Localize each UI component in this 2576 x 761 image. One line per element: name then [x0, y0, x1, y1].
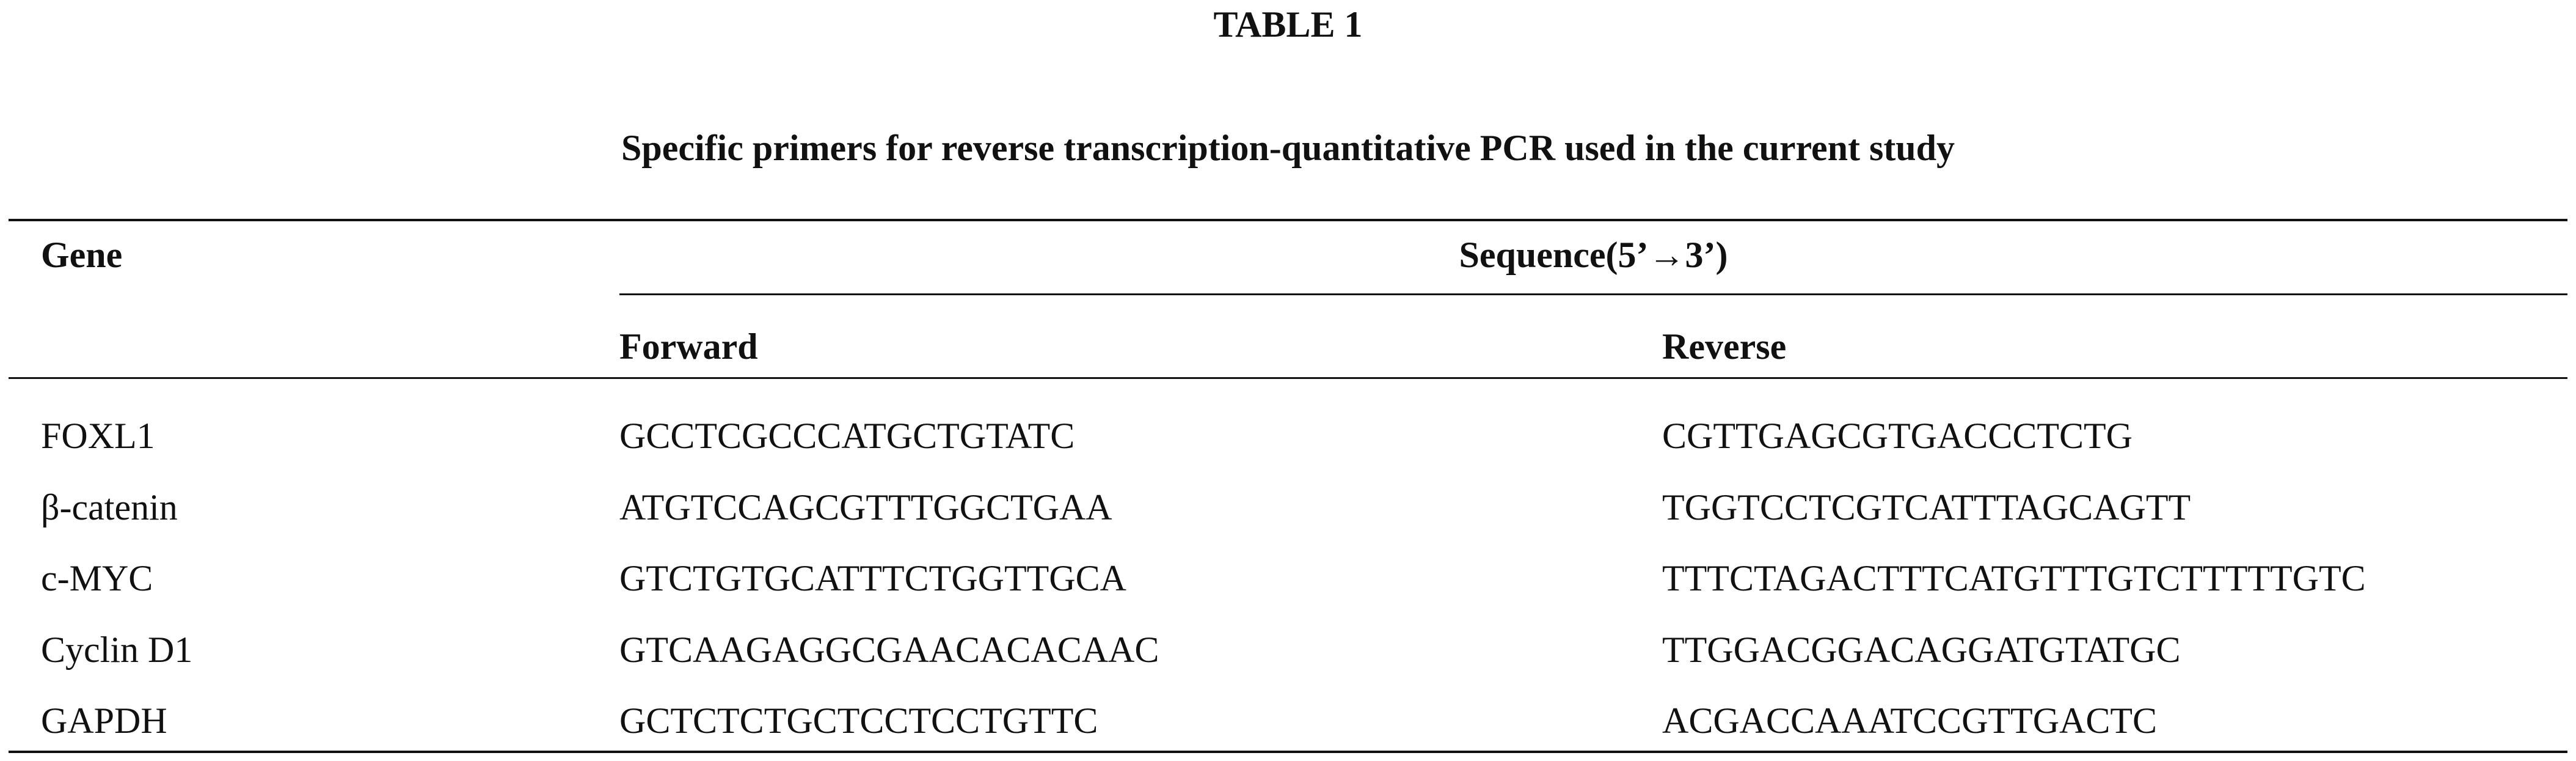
forward-cell: GCTCTCTGCTCCTCCTGTTC — [619, 700, 1098, 741]
sequence-rule — [619, 293, 2567, 295]
forward-cell: ATGTCCAGCGTTTGGCTGAA — [619, 487, 1112, 528]
table-title: TABLE 1 — [1213, 4, 1363, 45]
gene-cell: FOXL1 — [41, 416, 155, 456]
table-caption: Specific primers for reverse transcripti… — [621, 128, 1955, 168]
gene-cell: Cyclin D1 — [41, 629, 193, 670]
reverse-header: Reverse — [1662, 326, 1787, 367]
bottom-rule — [9, 751, 2567, 753]
reverse-cell: TGGTCCTCGTCATTTAGCAGTT — [1662, 487, 2191, 528]
forward-cell: GCCTCGCCCATGCTGTATC — [619, 416, 1075, 456]
gene-header: Gene — [41, 235, 123, 275]
forward-cell: GTCTGTGCATTTCTGGTTGCA — [619, 558, 1126, 598]
forward-header: Forward — [619, 326, 758, 367]
reverse-cell: TTGGACGGACAGGATGTATGC — [1662, 629, 2181, 670]
gene-cell: c-MYC — [41, 558, 153, 598]
sequence-header: Sequence(5’→3’) — [1459, 235, 1728, 275]
reverse-cell: TTTCTAGACTTTCATGTTTGTCTTTTTGTC — [1662, 558, 2366, 598]
gene-cell: GAPDH — [41, 700, 167, 741]
reverse-cell: CGTTGAGCGTGACCCTCTG — [1662, 416, 2133, 456]
header-rule — [9, 377, 2567, 379]
reverse-cell: ACGACCAAATCCGTTGACTC — [1662, 700, 2158, 741]
gene-cell: β-catenin — [41, 487, 178, 528]
forward-cell: GTCAAGAGGCGAACACACAAC — [619, 629, 1159, 670]
top-rule — [9, 219, 2567, 221]
